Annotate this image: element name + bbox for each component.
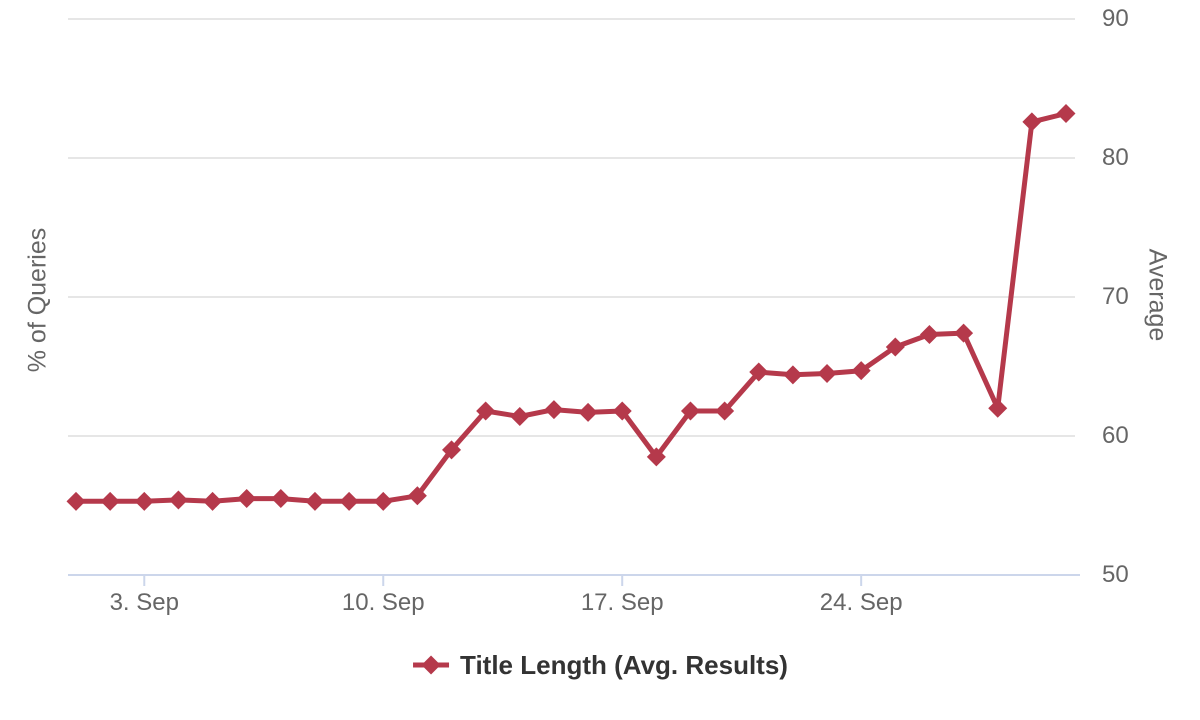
data-point-21-Sep[interactable] xyxy=(749,362,769,382)
x-tick-label-17-Sep: 17. Sep xyxy=(580,589,664,616)
data-point-25-Sep[interactable] xyxy=(885,337,905,357)
data-point-11-Sep[interactable] xyxy=(407,486,427,506)
y-tick-label-80: 80 xyxy=(1102,144,1129,171)
data-point-22-Sep[interactable] xyxy=(783,365,803,385)
y-tick-label-60: 60 xyxy=(1102,422,1129,449)
data-point-26-Sep[interactable] xyxy=(919,325,939,345)
data-point-27-Sep[interactable] xyxy=(954,323,974,343)
data-point-12-Sep[interactable] xyxy=(442,440,462,460)
data-point-13-Sep[interactable] xyxy=(476,401,496,421)
data-point-29-Sep[interactable] xyxy=(1022,112,1042,132)
data-point-30-Sep[interactable] xyxy=(1056,104,1076,124)
data-point-4-Sep[interactable] xyxy=(168,490,188,510)
data-point-8-Sep[interactable] xyxy=(305,491,325,511)
data-point-1-Sep[interactable] xyxy=(66,491,86,511)
x-tick-label-3-Sep: 3. Sep xyxy=(109,589,179,616)
data-point-15-Sep[interactable] xyxy=(544,400,564,420)
data-point-24-Sep[interactable] xyxy=(851,361,871,381)
data-point-18-Sep[interactable] xyxy=(646,447,666,467)
y-tick-label-90: 90 xyxy=(1102,5,1129,32)
right-axis-title: Average xyxy=(1143,248,1172,342)
data-point-19-Sep[interactable] xyxy=(680,401,700,421)
legend-item[interactable]: Title Length (Avg. Results) xyxy=(412,652,788,678)
data-point-3-Sep[interactable] xyxy=(134,491,154,511)
data-point-2-Sep[interactable] xyxy=(100,491,120,511)
data-point-23-Sep[interactable] xyxy=(817,363,837,383)
data-point-9-Sep[interactable] xyxy=(339,491,359,511)
y-tick-label-50: 50 xyxy=(1102,561,1129,588)
data-point-14-Sep[interactable] xyxy=(510,407,530,427)
data-point-28-Sep[interactable] xyxy=(988,398,1008,418)
data-point-20-Sep[interactable] xyxy=(715,401,735,421)
x-tick-label-10-Sep: 10. Sep xyxy=(341,589,425,616)
series-line xyxy=(73,111,1069,504)
x-tick-label-24-Sep: 24. Sep xyxy=(819,589,903,616)
data-point-16-Sep[interactable] xyxy=(578,402,598,422)
data-point-7-Sep[interactable] xyxy=(271,489,291,509)
data-point-5-Sep[interactable] xyxy=(203,491,223,511)
legend-label: Title Length (Avg. Results) xyxy=(460,650,788,680)
data-point-6-Sep[interactable] xyxy=(237,489,257,509)
data-point-17-Sep[interactable] xyxy=(612,401,632,421)
data-point-10-Sep[interactable] xyxy=(373,491,393,511)
y-tick-label-70: 70 xyxy=(1102,283,1129,310)
left-axis-title: % of Queries xyxy=(23,227,52,373)
series-marker-icon xyxy=(413,655,450,675)
